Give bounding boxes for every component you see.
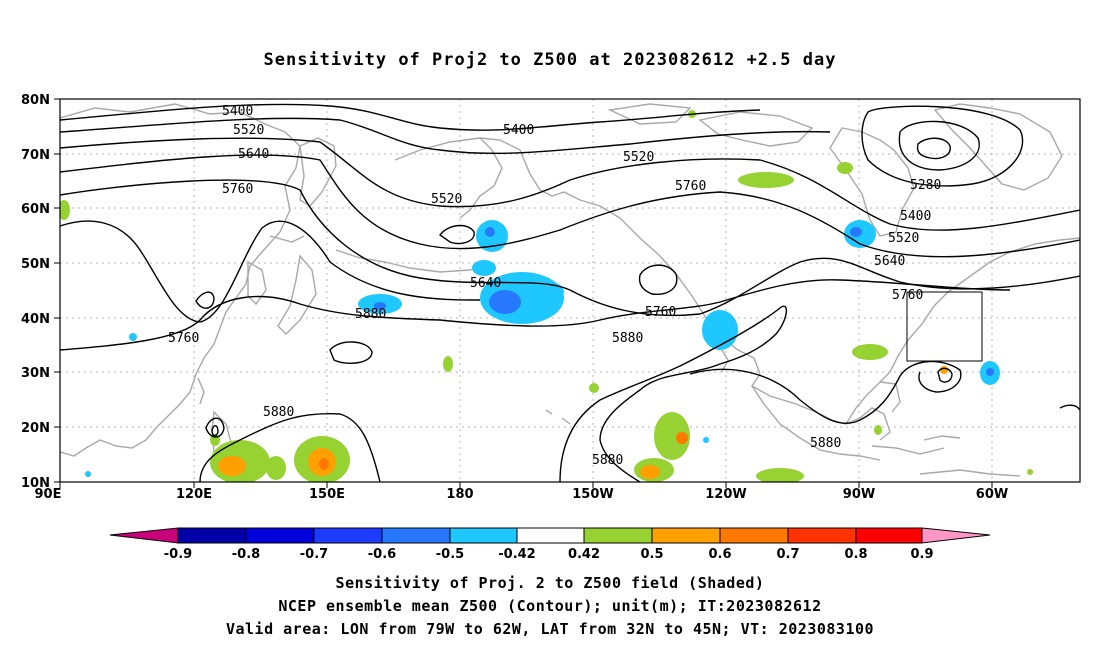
colorbar-cell: [245, 527, 315, 544]
colorbar-label: -0.6: [368, 547, 396, 562]
caption-line-1: Sensitivity of Proj. 2 to Z500 field (Sh…: [335, 574, 765, 592]
contour-label: 5400: [503, 123, 534, 138]
contour-label: 5760: [645, 305, 676, 320]
colorbar-label: 0.8: [844, 547, 867, 562]
contour-label: 5760: [222, 182, 253, 197]
colorbar-label: 0.9: [910, 547, 933, 562]
axis-ticks: [54, 98, 993, 488]
lat-label: 40N: [21, 312, 50, 327]
lat-label: 10N: [21, 476, 50, 491]
colorbar-label: 0.42: [568, 547, 600, 562]
colorbar-cell: [719, 527, 789, 544]
lon-labels: 90E 120E 150E 180 150W 120W 90W 60W: [35, 487, 1009, 502]
colorbar-cell: [109, 527, 179, 544]
contour-label: 5880: [810, 436, 841, 451]
sensitivity-shading: [60, 110, 1033, 482]
lat-label: 20N: [21, 421, 50, 436]
contour-label: 5880: [263, 405, 294, 420]
lon-label: 150E: [309, 487, 345, 502]
colorbar-cell: [516, 527, 585, 544]
contour-label: 5640: [874, 254, 905, 269]
colorbar-labels: -0.9 -0.8 -0.7 -0.6 -0.5 -0.42 0.42 0.5 …: [164, 547, 934, 562]
lat-label: 70N: [21, 148, 50, 163]
colorbar-label: -0.7: [300, 547, 328, 562]
lat-labels: 80N 70N 60N 50N 40N 30N 20N 10N: [21, 93, 50, 491]
colorbar-label: 0.5: [640, 547, 663, 562]
colorbar-cell: [177, 527, 247, 544]
lon-label: 180: [446, 487, 473, 502]
colorbar-cell: [313, 527, 383, 544]
lat-label: 50N: [21, 257, 50, 272]
colorbar-cell: [787, 527, 857, 544]
contour-label: 5760: [675, 179, 706, 194]
contour-labels: 5400 5520 5640 5760 5400 5520 5760 5520 …: [168, 104, 941, 468]
chart-title: Sensitivity of Proj2 to Z500 at 20230826…: [263, 50, 837, 70]
colorbar-label: -0.9: [164, 547, 192, 562]
contour-label: 5640: [238, 147, 269, 162]
colorbar-cell: [381, 527, 451, 544]
colorbar-label: -0.8: [232, 547, 260, 562]
contour-label: 5760: [892, 288, 923, 303]
contour-label: 5640: [470, 276, 501, 291]
caption-line-3: Valid area: LON from 79W to 62W, LAT fro…: [225, 620, 875, 638]
colorbar-cell: [855, 527, 923, 544]
colorbar-label: 0.6: [708, 547, 731, 562]
contour-label: 5760: [168, 331, 199, 346]
contour-label: 5400: [222, 104, 253, 119]
colorbar-label: -0.42: [498, 547, 535, 562]
contour-label: 5520: [623, 150, 654, 165]
colorbar-cell: [651, 527, 721, 544]
contour-label: 5520: [431, 192, 462, 207]
lon-label: 120E: [176, 487, 212, 502]
caption-line-2: NCEP ensemble mean Z500 (Contour); unit(…: [278, 597, 822, 615]
colorbar-label: -0.5: [436, 547, 464, 562]
z500-contours: [60, 103, 1080, 482]
grid-lines: [60, 99, 1080, 482]
colorbar-label: 0.7: [776, 547, 799, 562]
contour-label: 5280: [910, 178, 941, 193]
contour-label: 5880: [592, 453, 623, 468]
contour-label: 5520: [233, 123, 264, 138]
contour-label: 5880: [612, 331, 643, 346]
contour-label: 5520: [888, 231, 919, 246]
plot-frame: [59, 98, 1081, 483]
lon-label: 150W: [572, 487, 613, 502]
colorbar-cell: [449, 527, 518, 544]
lon-label: 120W: [705, 487, 746, 502]
lon-label: 90E: [35, 487, 62, 502]
valid-area-box: [906, 291, 983, 362]
lon-label: 60W: [976, 487, 1008, 502]
colorbar-cell: [583, 527, 653, 544]
contour-label: 5400: [900, 209, 931, 224]
colorbar-cell: [921, 527, 991, 544]
lon-label: 90W: [843, 487, 875, 502]
colorbar: [109, 527, 991, 544]
contour-label: 5880: [355, 307, 386, 322]
lat-label: 60N: [21, 202, 50, 217]
lat-label: 30N: [21, 366, 50, 381]
lat-label: 80N: [21, 93, 50, 108]
coastlines: [60, 103, 1080, 481]
